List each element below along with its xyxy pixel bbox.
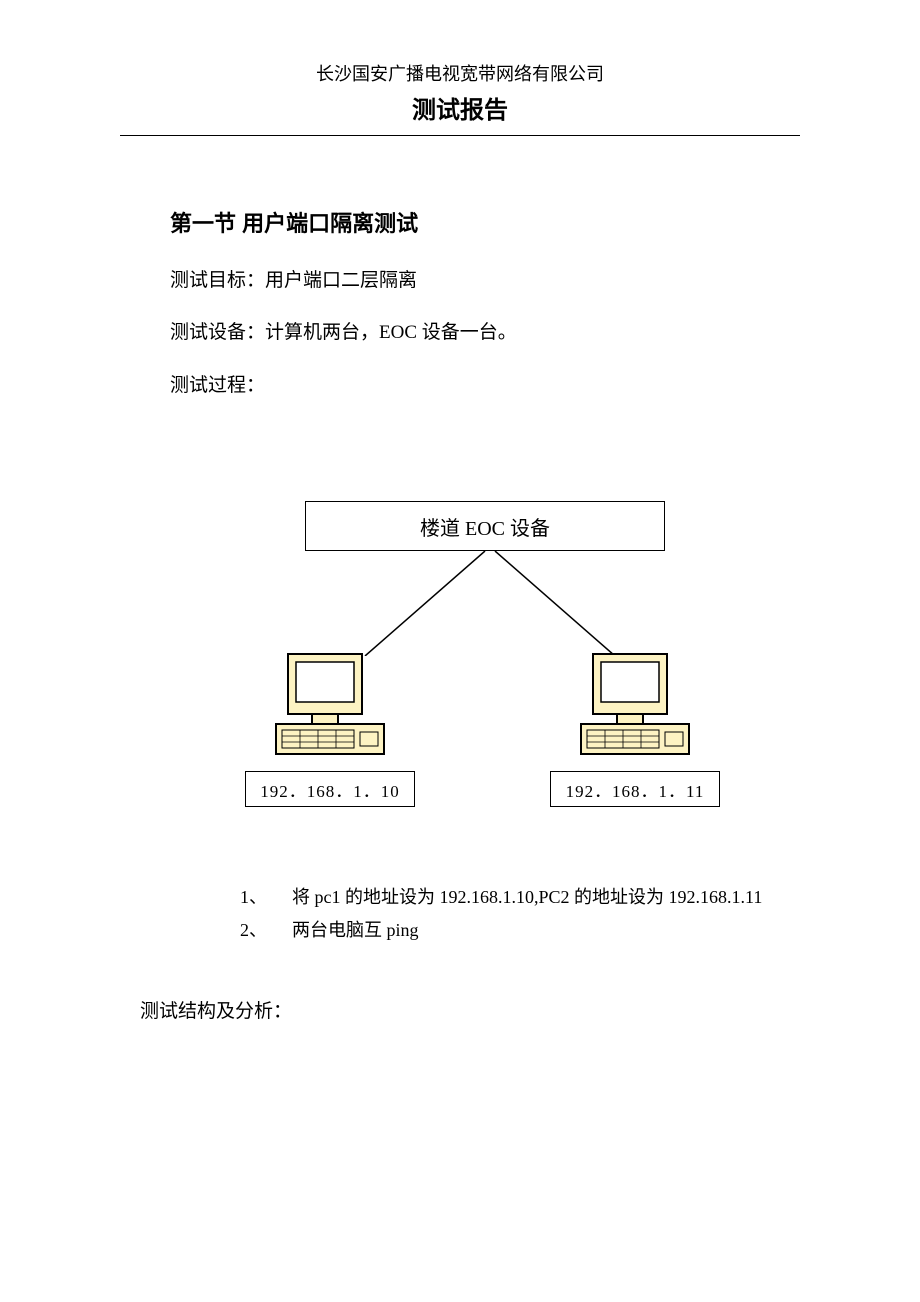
network-diagram: 楼道 EOC 设备 [215, 501, 755, 841]
connection-line-left [355, 551, 495, 656]
connection-line-right [485, 551, 625, 656]
step-number: 2、 [240, 914, 292, 946]
section-title: 第一节 用户端口隔离测试 [170, 206, 800, 238]
header-divider [120, 135, 800, 136]
goal-value: 用户端口二层隔离 [265, 270, 417, 291]
step-row: 2、 两台电脑互 ping [240, 914, 800, 946]
pc2-ip-label: 192．168．1．11 [550, 771, 720, 807]
step-number: 1、 [240, 881, 292, 913]
eoc-device-box: 楼道 EOC 设备 [305, 501, 665, 551]
test-goal: 测试目标：用户端口二层隔离 [170, 266, 800, 296]
step-row: 1、 将 pc1 的地址设为 192.168.1.10,PC2 的地址设为 19… [240, 881, 800, 913]
report-title: 测试报告 [120, 90, 800, 125]
test-equipment: 测试设备：计算机两台，EOC 设备一台。 [170, 318, 800, 348]
pc1-icon [270, 646, 390, 766]
step-text: 将 pc1 的地址设为 192.168.1.10,PC2 的地址设为 192.1… [292, 881, 762, 913]
pc1-ip-label: 192．168．1．10 [245, 771, 415, 807]
result-analysis-label: 测试结构及分析： [140, 996, 800, 1023]
equipment-value: 计算机两台，EOC 设备一台。 [265, 322, 517, 343]
test-process-label: 测试过程： [170, 371, 800, 401]
equipment-label: 测试设备： [170, 322, 265, 343]
pc2-icon [575, 646, 695, 766]
company-name: 长沙国安广播电视宽带网络有限公司 [120, 60, 800, 86]
step-text: 两台电脑互 ping [292, 914, 419, 946]
test-steps: 1、 将 pc1 的地址设为 192.168.1.10,PC2 的地址设为 19… [170, 881, 800, 946]
goal-label: 测试目标： [170, 270, 265, 291]
